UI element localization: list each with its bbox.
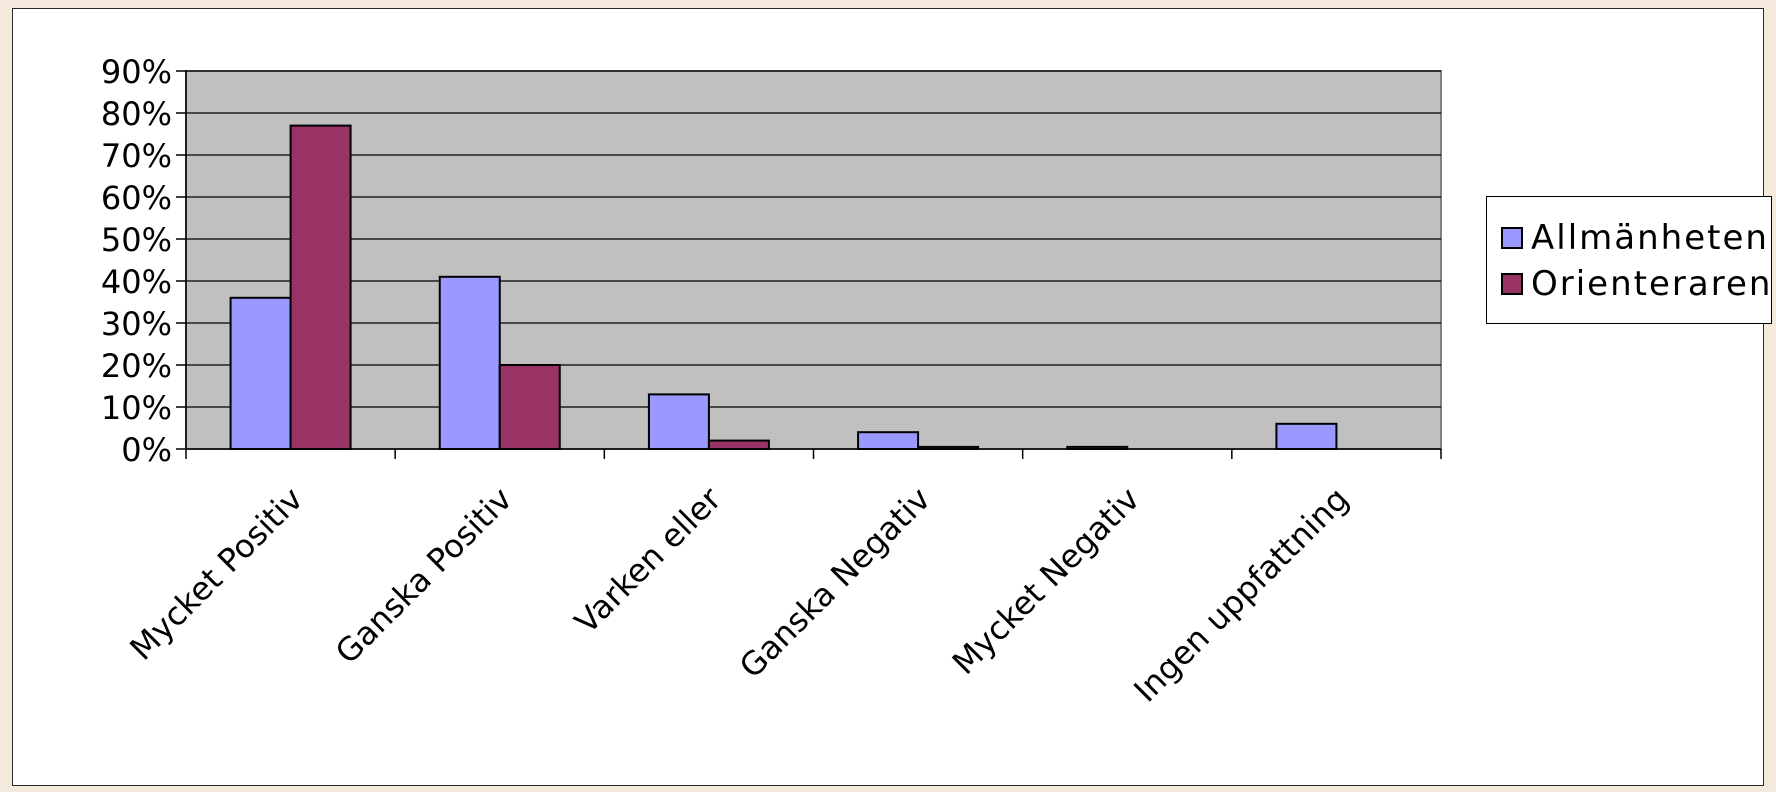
y-tick-label: 0% [121,431,172,469]
y-tick-label: 70% [101,137,172,175]
plot-area [185,70,1442,450]
bar-allmänheten-3 [857,431,920,451]
legend-item: Allmänheten [1501,215,1771,261]
y-tick-label: 60% [101,179,172,217]
legend-item: Orienteraren [1501,261,1771,307]
legend-label: Orienteraren [1531,264,1773,304]
y-tick-label: 90% [101,53,172,91]
x-tick-label: Ingen uppfattning [1126,480,1356,710]
x-tick-label: Mycket Positiv [122,480,310,668]
x-tick-label: Mycket Negativ [945,480,1147,682]
bar-allmänheten-2 [647,393,710,450]
x-tick-label: Varken eller [567,479,729,641]
y-tick-label: 10% [101,389,172,427]
bar-allmänheten-4 [1066,445,1129,450]
y-tick-label: 80% [101,95,172,133]
bar-orienteraren-2 [707,439,770,451]
legend-swatch [1501,227,1523,249]
bar-chart: 0% 10% 20% 30% 40% 50% 60% 70% 80% 90% Mycket Posi… [101,53,1442,710]
bar-orienteraren-1 [498,364,561,450]
x-tick-label: Ganska Negativ [732,480,938,686]
y-tick-label: 50% [101,221,172,259]
legend-label: Allmänheten [1531,218,1769,258]
legend-swatch [1501,273,1523,295]
bar-orienteraren-0 [289,124,352,450]
bar-allmänheten-5 [1275,422,1338,450]
bar-allmänheten-1 [438,275,501,450]
legend: Allmänheten Orienteraren [1486,196,1772,324]
x-tick-label: Ganska Positiv [328,480,519,671]
y-tick-label: 40% [101,263,172,301]
y-tick-label: 30% [101,305,172,343]
y-tick-label: 20% [101,347,172,385]
bar-allmänheten-0 [229,296,292,450]
bar-orienteraren-3 [917,445,980,450]
chart-frame: 0% 10% 20% 30% 40% 50% 60% 70% 80% 90% Mycket Posi… [12,8,1772,786]
